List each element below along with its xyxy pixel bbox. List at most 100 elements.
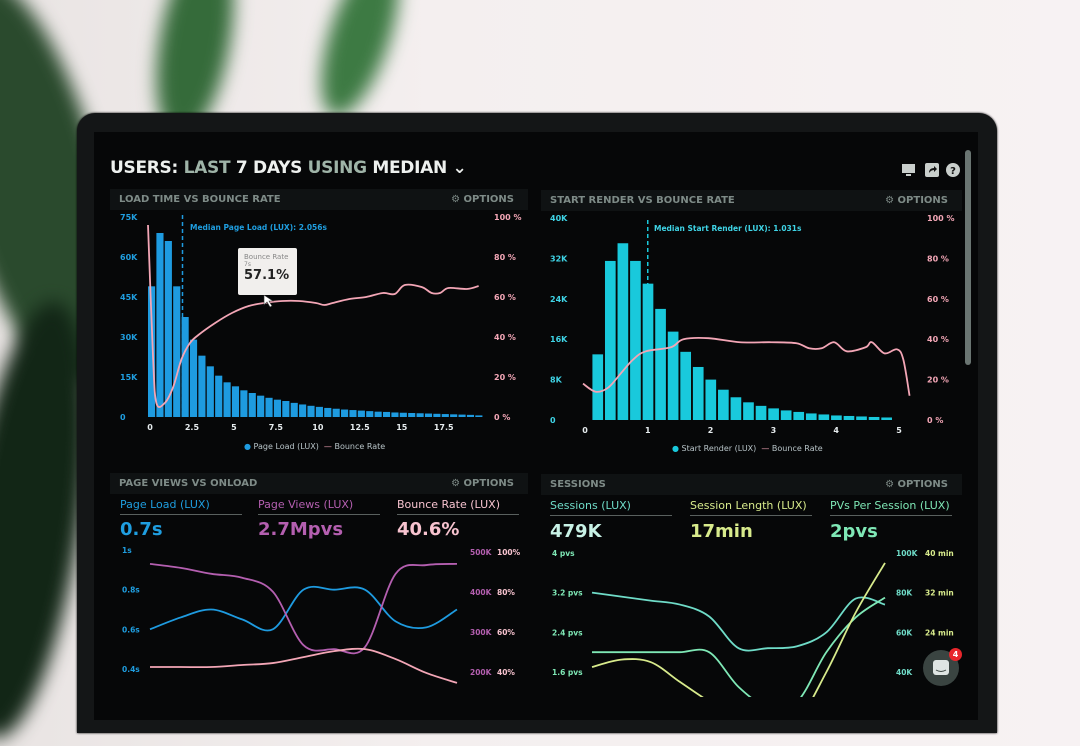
charts-layer: Median Page Load (LUX): 2.056s 0 15K 30K 45K…: [120, 213, 955, 697]
histogram-bar: [755, 405, 767, 420]
histogram-bar: [282, 401, 290, 417]
histogram-bar: [173, 286, 181, 417]
y3-tick-label: 80%: [497, 588, 515, 597]
legend-load-time: ● Page Load (LUX) — Bounce Rate: [244, 442, 386, 451]
legend-bounce-rate[interactable]: Bounce Rate: [334, 442, 386, 451]
svg-text:?: ?: [950, 166, 956, 177]
help-icon[interactable]: ?: [945, 163, 960, 177]
y2-tick-label: 40K: [896, 668, 913, 677]
y-tick-label: 40K: [550, 214, 568, 223]
bounce-rate-line: [582, 336, 911, 396]
y-tick-label: 8K: [550, 376, 563, 385]
histogram-bar: [743, 402, 754, 420]
y-tick-label: 60K: [120, 253, 138, 262]
histogram-bar: [805, 413, 817, 420]
y2-tick-label: 0 %: [494, 413, 510, 422]
panel-title-load-time: LOAD TIME VS BOUNCE RATE ⚙ OPTIONS: [110, 189, 528, 210]
y-tick-label: 32K: [550, 254, 568, 263]
histogram-bar: [768, 408, 779, 420]
y3-tick-label: 24 min: [925, 628, 954, 637]
histogram-bar: [604, 260, 616, 420]
histogram-bar: [265, 397, 273, 417]
histogram-bar: [148, 286, 156, 417]
kpi-label-page-views: Page Views (LUX): [258, 498, 380, 515]
y2-tick-label: 400K: [470, 588, 493, 597]
x-tick-label: 15: [396, 423, 408, 432]
histogram-bar: [655, 308, 666, 420]
histogram-bar: [780, 410, 792, 420]
options-button[interactable]: ⚙ OPTIONS: [885, 479, 948, 490]
share-icon[interactable]: [924, 163, 939, 177]
histogram-bar: [856, 416, 867, 420]
monitor-icon[interactable]: [901, 163, 916, 177]
series-line: [592, 596, 886, 697]
options-button[interactable]: ⚙ OPTIONS: [451, 194, 514, 205]
histogram-bar: [718, 389, 729, 420]
legend-bounce-rate[interactable]: Bounce Rate: [771, 444, 823, 453]
kpi-label-page-load: Page Load (LUX): [120, 498, 242, 515]
x-tick-label: 2.5: [185, 423, 200, 432]
page-title[interactable]: USERS: LAST 7 DAYS USING MEDIAN ⌄: [110, 158, 467, 178]
chevron-down-icon[interactable]: ⌄: [452, 158, 467, 178]
y2-tick-label: 20 %: [927, 376, 949, 385]
histogram-bar: [424, 413, 433, 417]
tooltip-sub: 7s: [244, 261, 251, 268]
histogram-bar: [231, 386, 240, 417]
histogram-bar: [475, 415, 483, 417]
x-tick-label: 7.5: [269, 423, 284, 432]
histogram-bar: [433, 413, 441, 417]
y2-tick-label: 100 %: [494, 213, 522, 222]
legend-start-render-item[interactable]: Start Render (LUX): [681, 444, 757, 453]
y-tick-label: 1s: [122, 546, 132, 555]
histogram-bar: [181, 317, 189, 417]
histogram-bar: [324, 407, 332, 417]
histogram-bar: [349, 410, 357, 417]
histogram-bar: [299, 404, 307, 417]
legend-page-load[interactable]: Page Load (LUX): [253, 442, 319, 451]
kpi-value-page-load: 0.7s: [120, 519, 163, 540]
x-tick-label: 0: [147, 423, 153, 432]
histogram-bar: [730, 397, 742, 420]
histogram-bar: [450, 414, 458, 417]
kpi-value-sessions: 479K: [550, 521, 602, 542]
y3-tick-label: 100%: [497, 548, 521, 557]
y-tick-label: 0.8s: [122, 586, 140, 595]
y2-tick-label: 0 %: [927, 416, 943, 425]
title-median: MEDIAN: [372, 158, 447, 178]
y-tick-label: 0.4s: [122, 665, 140, 674]
y-tick-label: 75K: [120, 213, 138, 222]
y-tick-label: 30K: [120, 333, 138, 342]
y2-tick-label: 80 %: [494, 253, 516, 262]
histogram-bar: [382, 411, 391, 417]
y-tick-label: 24K: [550, 295, 568, 304]
histogram-bar: [692, 366, 704, 420]
y-tick-label: 2.4 pvs: [552, 628, 583, 637]
y2-tick-label: 60K: [896, 628, 913, 637]
y2-tick-label: 20 %: [494, 373, 516, 382]
histogram-bar: [198, 355, 206, 417]
kpi-label-session-length: Session Length (LUX): [690, 499, 812, 516]
histogram-bar: [667, 331, 679, 420]
options-button[interactable]: ⚙ OPTIONS: [885, 195, 948, 206]
y2-tick-label: 80K: [896, 589, 913, 598]
histogram-bar: [441, 414, 449, 417]
tooltip-title: Bounce Rate: [244, 253, 289, 261]
notification-badge: 4: [949, 648, 962, 661]
y-tick-label: 4 pvs: [552, 549, 575, 558]
histogram-bar: [307, 405, 315, 417]
histogram-bar: [458, 414, 466, 417]
x-tick-label: 4: [833, 426, 839, 435]
scrollbar[interactable]: [965, 150, 971, 365]
histogram-bar: [680, 351, 692, 420]
dashboard-screen: [94, 132, 978, 720]
histogram-bar: [592, 354, 604, 420]
panel-title-start-render: START RENDER VS BOUNCE RATE ⚙ OPTIONS: [541, 190, 962, 211]
x-tick-label: 10: [312, 423, 324, 432]
y3-tick-label: 40%: [497, 668, 515, 677]
histogram-bar: [206, 366, 214, 417]
histogram-bar: [273, 399, 282, 417]
options-button[interactable]: ⚙ OPTIONS: [451, 478, 514, 489]
title-range: 7 DAYS: [235, 158, 303, 178]
histogram-bar: [156, 233, 164, 417]
histogram-bar: [215, 375, 223, 417]
